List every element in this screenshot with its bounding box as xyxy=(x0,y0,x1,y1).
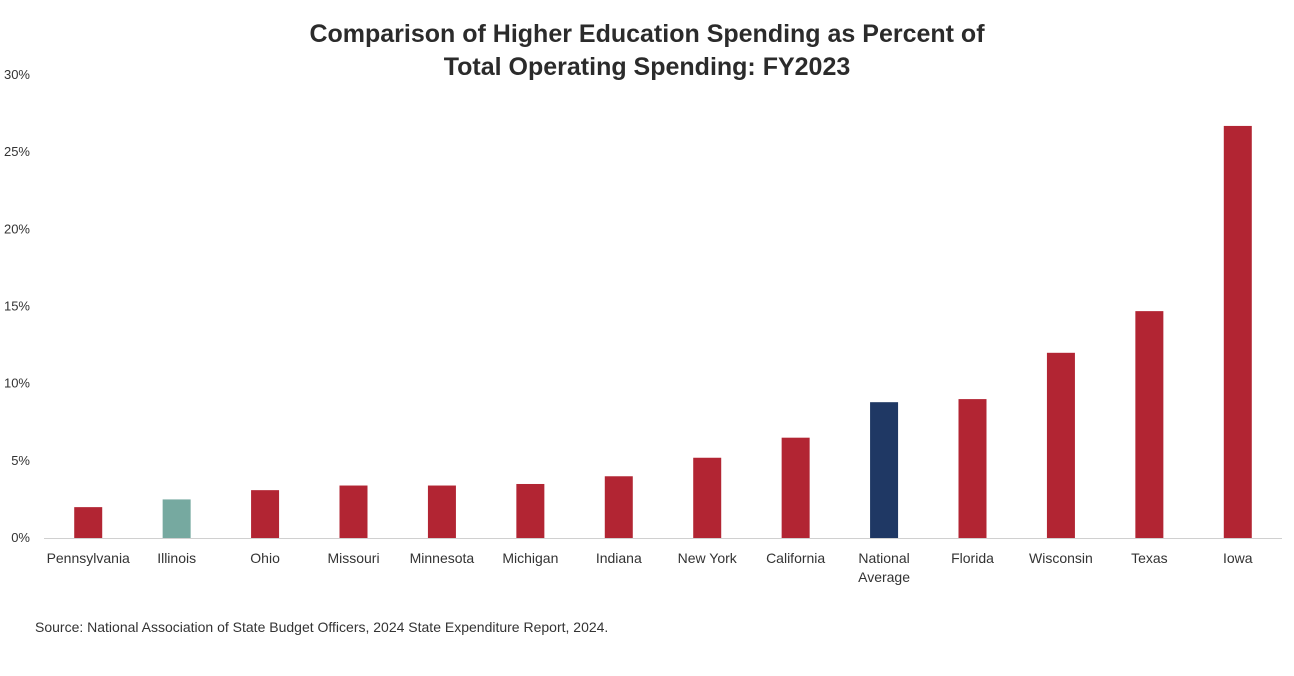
source-note: Source: National Association of State Bu… xyxy=(35,619,609,635)
y-tick-label: 20% xyxy=(4,221,30,236)
bar xyxy=(339,485,368,538)
y-tick-label: 15% xyxy=(4,299,30,314)
x-tick-label: Pennsylvania xyxy=(47,550,130,566)
x-tick-label: Iowa xyxy=(1223,550,1253,566)
x-tick-label: Ohio xyxy=(250,550,280,566)
bar xyxy=(1046,352,1075,538)
y-tick-label: 30% xyxy=(4,67,30,82)
chart-title-line-2: Total Operating Spending: FY2023 xyxy=(443,53,851,81)
bar xyxy=(74,507,103,538)
x-axis-labels: Pennsylvania Illinois Ohio Missouri Minnesot… xyxy=(47,550,1253,585)
bar xyxy=(1223,125,1252,539)
bar xyxy=(516,483,545,538)
chart-title: Comparison of Higher Education Spending … xyxy=(0,18,1294,84)
bars xyxy=(74,125,1252,539)
bar xyxy=(162,499,191,538)
bar xyxy=(693,457,722,538)
y-tick-label: 25% xyxy=(4,144,30,159)
bar xyxy=(604,476,633,538)
x-tick-label: New York xyxy=(678,550,738,566)
x-tick-label: Michigan xyxy=(502,550,558,566)
x-tick-label: National Average xyxy=(858,550,910,585)
x-tick-label: California xyxy=(766,550,825,566)
bar xyxy=(427,485,456,538)
x-tick-label: Missouri xyxy=(327,550,379,566)
x-tick-label: Indiana xyxy=(596,550,642,566)
y-tick-label: 5% xyxy=(11,453,30,468)
x-tick-label: Wisconsin xyxy=(1029,550,1093,566)
x-tick-label: Florida xyxy=(951,550,994,566)
y-tick-label: 0% xyxy=(11,530,30,545)
bar xyxy=(781,437,810,538)
y-tick-label: 10% xyxy=(4,376,30,391)
bar xyxy=(870,402,899,538)
x-tick-label: Illinois xyxy=(157,550,196,566)
y-axis: 0% 5% 10% 15% 20% 25% 30% xyxy=(4,67,30,545)
chart-title-line-1: Comparison of Higher Education Spending … xyxy=(309,20,985,48)
bar xyxy=(1135,311,1164,538)
x-tick-label: Minnesota xyxy=(410,550,475,566)
x-tick-label: Texas xyxy=(1131,550,1168,566)
bar xyxy=(251,490,280,538)
bar xyxy=(958,399,987,538)
